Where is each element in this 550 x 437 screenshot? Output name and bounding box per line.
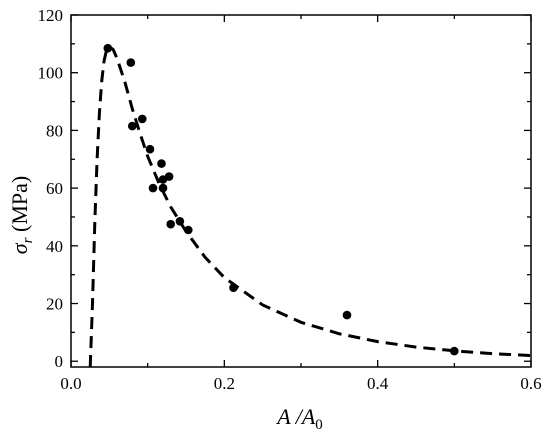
y-axis-ticks: 0 20 40 60 80 100 120 <box>38 6 531 371</box>
data-point <box>128 121 137 131</box>
x-tick-label: 0.4 <box>367 374 389 393</box>
plot-frame <box>70 14 532 368</box>
data-point <box>164 172 174 181</box>
data-point <box>138 114 147 124</box>
fit-curve-layer <box>88 44 532 368</box>
x-axis-label: A /A0 <box>275 404 323 433</box>
data-point <box>158 183 168 193</box>
data-point <box>148 183 158 193</box>
data-point <box>157 159 166 168</box>
data-point <box>175 217 185 226</box>
x-axis-ticks: 0.0 0.2 0.4 0.6 <box>60 15 542 393</box>
x-tick-label: 0.0 <box>60 374 81 393</box>
data-point <box>184 225 193 235</box>
y-tick-label: 120 <box>38 6 64 25</box>
y-tick-label: 40 <box>46 237 63 256</box>
data-point <box>145 144 155 154</box>
data-point <box>229 283 238 293</box>
dashed-fit-line <box>88 44 532 368</box>
plot-border <box>70 14 532 368</box>
data-point <box>166 219 175 229</box>
x-tick-label: 0.6 <box>520 374 541 393</box>
y-tick-label: 80 <box>46 121 63 140</box>
y-tick-label: 20 <box>46 295 63 314</box>
data-points-layer <box>103 43 459 356</box>
data-point <box>450 346 459 356</box>
y-tick-label: 100 <box>38 64 64 83</box>
data-point <box>126 58 136 67</box>
y-tick-label: 0 <box>55 352 64 371</box>
x-tick-label: 0.2 <box>214 374 235 393</box>
y-tick-label: 60 <box>46 179 63 198</box>
data-point <box>103 43 113 53</box>
data-point <box>342 310 352 320</box>
y-axis-label: σr (MPa) <box>7 176 36 254</box>
